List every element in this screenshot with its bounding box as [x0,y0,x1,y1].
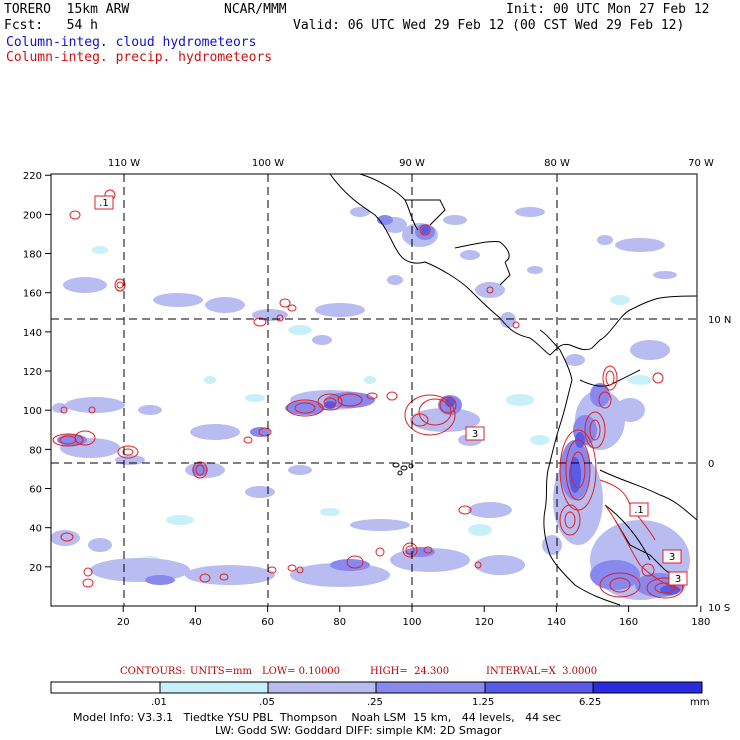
latitude-labels: 10 N 0 10 S [708,315,731,614]
y-tick-label: 220 [23,171,42,182]
model-info-line2: LW: Godd SW: Goddard DIFF: simple KM: 2D… [215,724,502,737]
y-tick-label: 160 [23,289,42,300]
legend-precip: Column-integ. precip. hydrometeors [6,50,273,65]
y-tick-label: 60 [29,485,42,496]
x-tick-label: 180 [691,617,710,628]
lon-label: 90 W [399,158,425,169]
colorbar-unit: mm [690,697,710,708]
y-tick-label: 180 [23,250,42,261]
x-tick-label: 60 [261,617,274,628]
model-title: TORERO 15km ARW [4,2,130,17]
y-tick-label: 200 [23,210,42,221]
colorbar-label: .25 [367,697,383,708]
contour-level-boxes: .1 .1 3 3 3 [94,195,688,586]
lon-label: 70 W [688,158,714,169]
colorbar [50,681,703,694]
contour-label: .1 [99,198,109,209]
contours-units: UNITS=mm [190,666,252,677]
y-axis: 20 40 60 80 100 120 140 160 180 200 220 [23,171,51,574]
lon-label: 100 W [252,158,284,169]
y-tick-label: 20 [29,563,42,574]
lat-label: 10 N [708,315,731,326]
colorbar-label: 6.25 [579,697,602,708]
colorbar-swatch [592,681,703,694]
colorbar-swatch [50,681,161,694]
contours-label: CONTOURS: [120,666,186,677]
coastlines [329,174,697,606]
colorbar-label: 1.25 [472,697,495,708]
colorbar-swatch [267,681,377,694]
legend-cloud: Column-integ. cloud hydrometeors [6,35,257,50]
galapagos-islands [392,462,414,476]
contours-interval: INTERVAL=X 3.0000 [486,666,598,677]
contour-label: .1 [634,505,644,516]
model-info-line1: Model Info: V3.3.1 Tiedtke YSU PBL Thomp… [73,711,562,724]
colorbar-swatch [375,681,486,694]
x-tick-label: 80 [333,617,346,628]
colorbar-swatch [159,681,269,694]
forecast-hour: Fcst: 54 h [4,18,98,33]
x-tick-label: 160 [619,617,638,628]
colorbar-label: .01 [151,697,167,708]
contour-label: 3 [675,574,681,585]
center-label: NCAR/MMM [224,2,287,17]
plot-frame [50,173,698,607]
precip-contours [52,189,684,599]
colorbar-swatch [484,681,594,694]
x-tick-label: 100 [402,617,421,628]
x-tick-label: 20 [117,617,130,628]
x-tick-label: 140 [547,617,566,628]
contour-label: 3 [669,552,675,563]
colorbar-label: .05 [259,697,275,708]
lat-label: 0 [708,459,714,470]
contour-label: 3 [472,429,478,440]
y-tick-label: 120 [23,367,42,378]
contours-low: LOW= 0.10000 [262,666,341,677]
lon-label: 110 W [108,158,140,169]
y-tick-label: 140 [23,328,42,339]
longitude-labels: 110 W 100 W 90 W 80 W 70 W [108,158,714,169]
x-axis: 2040608010012014016018020022024026028030… [117,606,710,628]
valid-time: Valid: 06 UTC Wed 29 Feb 12 (00 CST Wed … [293,18,685,33]
cloud-hydrometeor-fill [51,207,690,600]
init-time: Init: 00 UTC Mon 27 Feb 12 [506,2,710,17]
lon-label: 80 W [544,158,570,169]
x-tick-label: 120 [475,617,494,628]
y-tick-label: 40 [29,524,42,535]
lat-label: 10 S [708,603,730,614]
y-tick-label: 80 [29,445,42,456]
y-tick-label: 100 [23,406,42,417]
latlon-grid [51,174,697,606]
contours-high: HIGH= 24.300 [370,666,450,677]
x-tick-label: 40 [189,617,202,628]
